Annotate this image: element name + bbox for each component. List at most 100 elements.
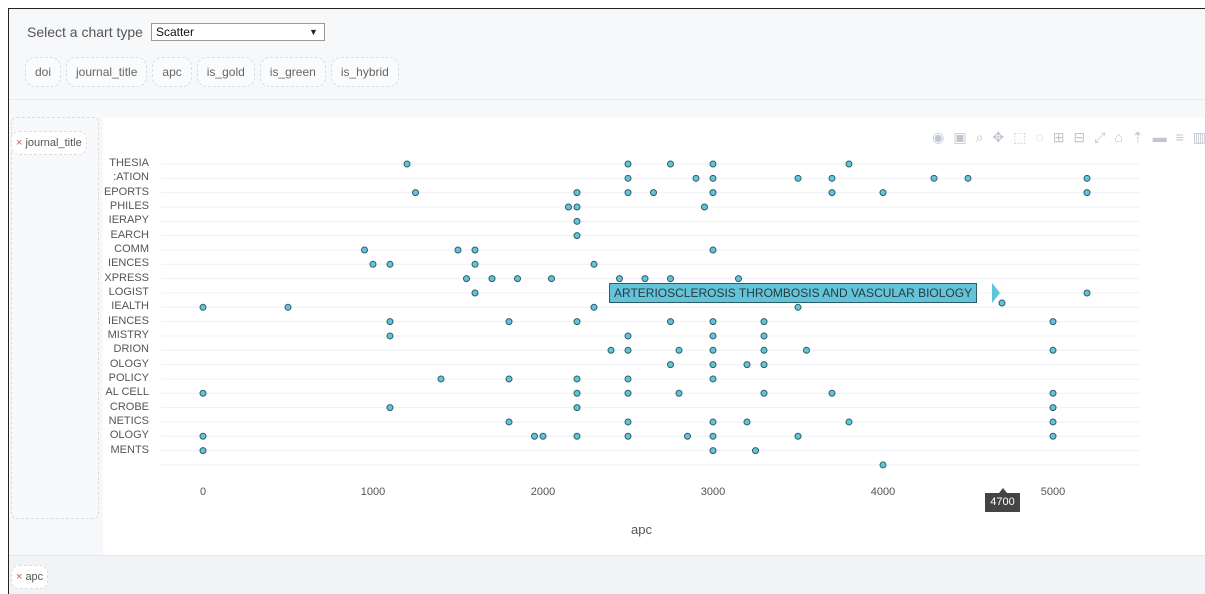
data-point[interactable] xyxy=(625,161,631,167)
data-point[interactable] xyxy=(1050,319,1056,325)
data-point[interactable] xyxy=(1084,175,1090,181)
data-point[interactable] xyxy=(685,433,691,439)
data-point[interactable] xyxy=(710,333,716,339)
data-point[interactable] xyxy=(608,347,614,353)
data-point[interactable] xyxy=(710,362,716,368)
data-point[interactable] xyxy=(744,419,750,425)
data-point[interactable] xyxy=(566,204,572,210)
data-point[interactable] xyxy=(668,319,674,325)
data-point[interactable] xyxy=(617,276,623,282)
data-point[interactable] xyxy=(1050,433,1056,439)
data-point[interactable] xyxy=(387,261,393,267)
data-point[interactable] xyxy=(804,347,810,353)
data-point[interactable] xyxy=(200,433,206,439)
data-point[interactable] xyxy=(549,276,555,282)
data-point[interactable] xyxy=(404,161,410,167)
data-point[interactable] xyxy=(387,333,393,339)
data-point[interactable] xyxy=(1084,190,1090,196)
data-point[interactable] xyxy=(574,204,580,210)
data-point[interactable] xyxy=(625,333,631,339)
data-point[interactable] xyxy=(506,319,512,325)
data-point[interactable] xyxy=(761,347,767,353)
data-point[interactable] xyxy=(625,347,631,353)
field-pill-apc[interactable]: apc xyxy=(152,57,191,87)
data-point[interactable] xyxy=(1050,405,1056,411)
data-point[interactable] xyxy=(387,319,393,325)
field-pill-is-gold[interactable]: is_gold xyxy=(197,57,255,87)
data-point[interactable] xyxy=(370,261,376,267)
data-point[interactable] xyxy=(753,448,759,454)
data-point[interactable] xyxy=(625,175,631,181)
data-point[interactable] xyxy=(472,290,478,296)
data-point[interactable] xyxy=(880,190,886,196)
x-axis-tag[interactable]: × apc xyxy=(11,565,48,589)
data-point[interactable] xyxy=(413,190,419,196)
data-point[interactable] xyxy=(651,190,657,196)
data-point[interactable] xyxy=(1050,347,1056,353)
data-point[interactable] xyxy=(464,276,470,282)
data-point[interactable] xyxy=(931,175,937,181)
data-point[interactable] xyxy=(965,175,971,181)
data-point[interactable] xyxy=(574,233,580,239)
data-point[interactable] xyxy=(200,448,206,454)
data-point[interactable] xyxy=(710,433,716,439)
data-point[interactable] xyxy=(668,276,674,282)
data-point[interactable] xyxy=(532,433,538,439)
data-point[interactable] xyxy=(846,419,852,425)
chart-type-select[interactable]: Scatter ▼ xyxy=(151,23,325,41)
data-point[interactable] xyxy=(829,190,835,196)
data-point[interactable] xyxy=(1050,419,1056,425)
data-point[interactable] xyxy=(668,362,674,368)
data-point[interactable] xyxy=(761,362,767,368)
data-point[interactable] xyxy=(642,276,648,282)
data-point[interactable] xyxy=(574,218,580,224)
data-point[interactable] xyxy=(795,304,801,310)
data-point[interactable] xyxy=(574,319,580,325)
data-point[interactable] xyxy=(795,175,801,181)
data-point[interactable] xyxy=(846,161,852,167)
data-point[interactable] xyxy=(625,190,631,196)
data-point[interactable] xyxy=(761,333,767,339)
data-point[interactable] xyxy=(362,247,368,253)
data-point[interactable] xyxy=(574,405,580,411)
data-point[interactable] xyxy=(540,433,546,439)
data-point[interactable] xyxy=(574,190,580,196)
data-point[interactable] xyxy=(285,304,291,310)
field-pill-doi[interactable]: doi xyxy=(25,57,61,87)
data-point[interactable] xyxy=(880,462,886,468)
data-point[interactable] xyxy=(693,175,699,181)
data-point[interactable] xyxy=(472,247,478,253)
data-point[interactable] xyxy=(710,419,716,425)
data-point[interactable] xyxy=(710,347,716,353)
data-point[interactable] xyxy=(574,376,580,382)
data-point[interactable] xyxy=(1050,390,1056,396)
data-point[interactable] xyxy=(1084,290,1090,296)
data-point[interactable] xyxy=(387,405,393,411)
data-point[interactable] xyxy=(676,390,682,396)
data-point[interactable] xyxy=(200,390,206,396)
data-point[interactable] xyxy=(710,190,716,196)
data-point[interactable] xyxy=(829,390,835,396)
data-point[interactable] xyxy=(489,276,495,282)
data-point[interactable] xyxy=(761,319,767,325)
data-point[interactable] xyxy=(702,204,708,210)
data-point[interactable] xyxy=(574,390,580,396)
remove-icon[interactable]: × xyxy=(16,137,22,149)
data-point[interactable] xyxy=(200,304,206,310)
data-point[interactable] xyxy=(829,175,835,181)
data-point[interactable] xyxy=(710,175,716,181)
data-point[interactable] xyxy=(515,276,521,282)
data-point[interactable] xyxy=(438,376,444,382)
scatter-plot[interactable]: ◉ ▣ ⌕ ✥ ⬚ ◌ ⊞ ⊟ ⤢ ⌂ ⇡ ▬ ≡ ▥ THESIA:ATION… xyxy=(103,117,1205,555)
x-axis-drop-zone[interactable] xyxy=(9,555,1205,594)
y-axis-drop-zone[interactable] xyxy=(11,117,99,519)
y-axis-tag[interactable]: × journal_title xyxy=(11,131,87,155)
data-point[interactable] xyxy=(710,448,716,454)
field-pill-is-hybrid[interactable]: is_hybrid xyxy=(331,57,399,87)
data-point[interactable] xyxy=(744,362,750,368)
data-point[interactable] xyxy=(710,161,716,167)
remove-icon[interactable]: × xyxy=(16,571,22,583)
data-point[interactable] xyxy=(574,433,580,439)
data-point[interactable] xyxy=(710,319,716,325)
data-point[interactable] xyxy=(710,376,716,382)
